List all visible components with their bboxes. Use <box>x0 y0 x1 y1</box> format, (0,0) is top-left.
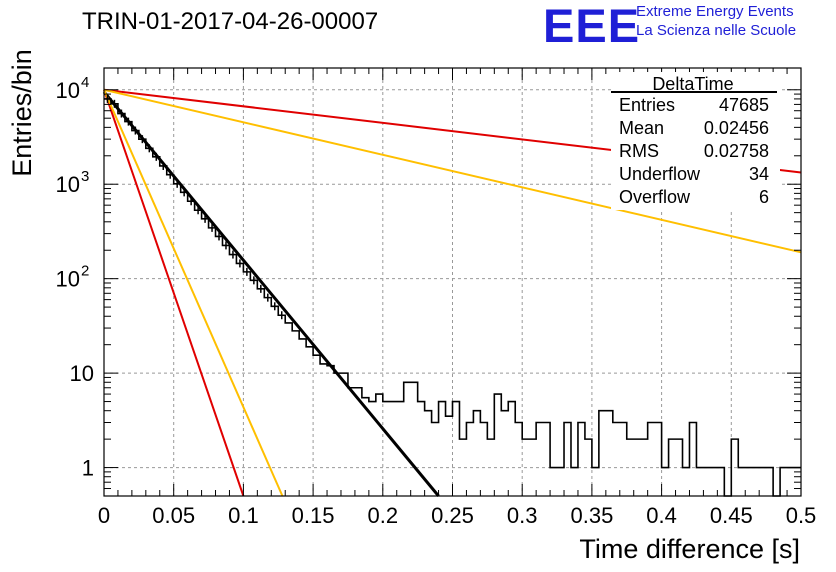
reference-line <box>103 89 284 497</box>
y-axis-label: Entries/bin <box>7 49 37 177</box>
x-axis-label: Time difference [s] <box>579 534 800 564</box>
x-tick-label: 0.05 <box>152 503 195 528</box>
x-tick-label: 0.35 <box>570 503 613 528</box>
y-tick-exponent: 3 <box>81 168 89 185</box>
reference-line <box>103 88 802 254</box>
stats-row-value: 6 <box>759 187 769 207</box>
stats-box-name: DeltaTime <box>652 74 733 94</box>
x-tick-label: 0.45 <box>710 503 753 528</box>
y-tick-label: 10 <box>56 267 80 292</box>
x-axis: 0 0.05 0.1 0.15 0.2 0.25 0.3 0.35 0.4 0.45 0.5 <box>98 68 816 528</box>
stats-row-label: Underflow <box>619 164 701 184</box>
stats-row-label: Mean <box>619 118 664 138</box>
x-tick-label: 0 <box>98 503 110 528</box>
x-tick-label: 0.25 <box>431 503 474 528</box>
y-tick-label: 10 <box>56 78 80 103</box>
stats-row-label: Entries <box>619 95 675 115</box>
eee-logo: EEE <box>543 0 641 52</box>
x-tick-label: 0.2 <box>368 503 399 528</box>
y-tick-label: 10 <box>70 361 94 386</box>
eee-logo-text: Extreme Energy Events La Scienza nelle S… <box>636 2 796 40</box>
reference-line <box>103 89 245 497</box>
stats-row-value: 47685 <box>719 95 769 115</box>
x-tick-label: 0.3 <box>507 503 538 528</box>
stats-row-label: RMS <box>619 141 659 161</box>
stats-row-value: 0.02456 <box>704 118 769 138</box>
logo-line-2: La Scienza nelle Scuole <box>636 22 797 39</box>
x-tick-label: 0.4 <box>646 503 677 528</box>
y-tick-label: 10 <box>56 172 80 197</box>
stats-box-background <box>611 72 780 210</box>
logo-line-1: Extreme Energy Events <box>636 3 794 20</box>
stats-row-value: 0.02758 <box>704 141 769 161</box>
histogram-series <box>104 98 801 497</box>
x-tick-label: 0.15 <box>292 503 335 528</box>
x-tick-label: 0.1 <box>228 503 259 528</box>
y-tick-exponent: 4 <box>81 74 89 91</box>
stats-row-value: 34 <box>749 164 769 184</box>
chart-title: TRIN-01-2017-04-26-00007 <box>82 8 379 35</box>
fit-line <box>102 90 440 497</box>
x-tick-label: 0.5 <box>786 503 817 528</box>
y-tick-exponent: 2 <box>81 263 89 280</box>
stats-row-label: Overflow <box>619 187 691 207</box>
y-tick-label: 1 <box>82 456 94 481</box>
